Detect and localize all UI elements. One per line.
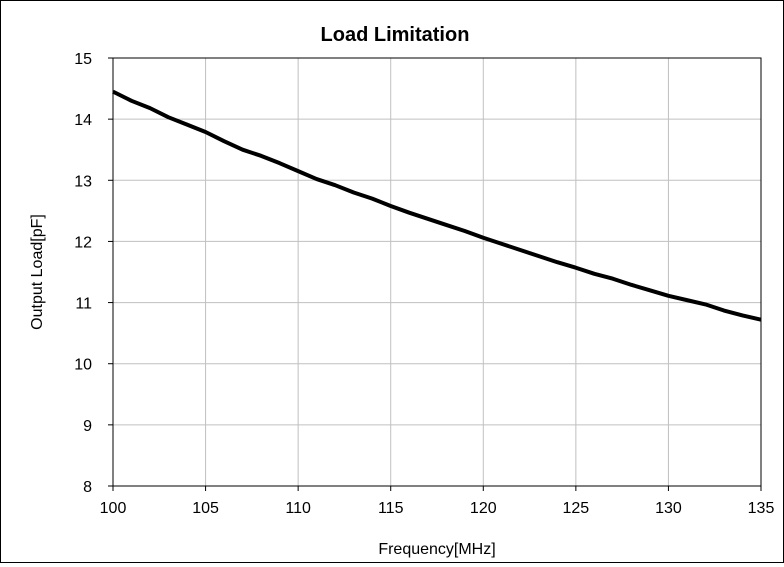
y-axis-label: Output Load[pF] (29, 214, 46, 330)
x-tick-label: 105 (192, 500, 219, 517)
y-tick-label: 12 (74, 234, 92, 251)
y-tick-label: 9 (83, 418, 92, 435)
x-tick-label: 115 (378, 500, 404, 517)
y-tick-label: 13 (74, 173, 92, 190)
x-axis-label: Frequency[MHz] (378, 541, 495, 558)
y-tick-label: 8 (83, 479, 92, 496)
y-tick-label: 10 (74, 357, 92, 374)
x-tick-label: 135 (748, 500, 775, 517)
x-tick-label: 110 (285, 500, 311, 517)
y-tick-label: 14 (74, 112, 92, 129)
series-group (112, 89, 762, 322)
series-line (112, 89, 762, 322)
x-axis: 100 105 110 115 120 125 130 135 (100, 486, 775, 517)
grid (112, 57, 762, 487)
x-tick-label: 120 (470, 500, 497, 517)
x-tick-label: 125 (563, 500, 590, 517)
x-tick-label: 130 (655, 500, 682, 517)
plot-area (112, 57, 762, 487)
x-tick-label: 100 (100, 500, 127, 517)
chart-title: Load Limitation (321, 24, 470, 46)
y-axis: 8 9 10 11 12 13 14 15 (74, 51, 113, 496)
y-tick-label: 11 (75, 296, 92, 313)
y-tick-label: 15 (74, 51, 92, 68)
